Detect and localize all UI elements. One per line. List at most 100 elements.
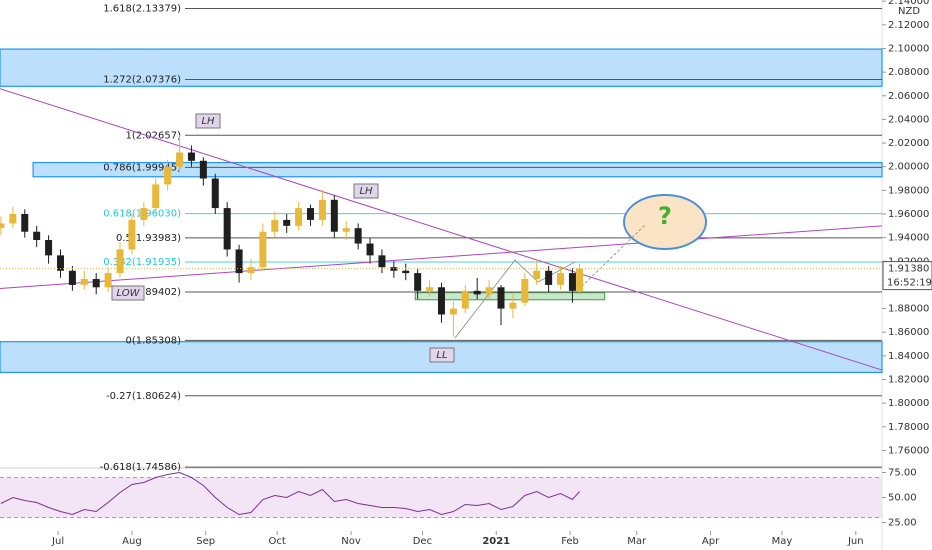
candle-body [461, 290, 469, 309]
candle-body [21, 213, 29, 232]
candle-body [152, 184, 160, 209]
candle-body [271, 219, 279, 232]
x-tick-label: May [772, 536, 793, 547]
candle-body [473, 290, 481, 295]
candle-body [140, 208, 148, 220]
annotation-box [353, 183, 379, 199]
candle-body [128, 219, 136, 250]
candle-body [176, 152, 184, 167]
rsi-line [0, 471, 580, 516]
candle-body [0, 223, 5, 229]
candle-body [164, 166, 172, 185]
candle-body [235, 249, 243, 274]
annotation-box [111, 285, 145, 301]
path-arrow [454, 259, 576, 339]
y-tick-label: 2.14000 [888, 0, 929, 7]
candle-body [485, 287, 493, 295]
annotation-box [195, 113, 221, 129]
y-tick-label: 2.06000 [888, 91, 929, 102]
y-tick-label: 2.12000 [888, 20, 929, 31]
candle-body [92, 279, 100, 288]
candle-body [56, 255, 64, 271]
fib-label: 0(1.85308) [125, 335, 181, 346]
candle-body [426, 287, 434, 291]
annotation: LL [436, 350, 447, 361]
y-tick-label: 1.80000 [888, 398, 929, 409]
candle-body [533, 270, 541, 280]
x-tick-label: Jun [847, 536, 864, 547]
rsi-band [0, 477, 882, 518]
candle-body [545, 270, 553, 285]
candle-body [211, 178, 219, 209]
candle-body [116, 249, 124, 274]
y-tick-label: 50.00 [888, 493, 917, 504]
y-tick-label: 1.98000 [888, 185, 929, 196]
candle-body [104, 273, 112, 288]
target-ellipse [623, 194, 707, 250]
annotation: LOW [116, 288, 140, 299]
candle-body [259, 231, 267, 268]
y-tick-label: 25.00 [888, 518, 917, 529]
candle-body [283, 219, 291, 226]
candle-body [354, 228, 362, 244]
candle-body [557, 273, 565, 285]
candle-body [223, 208, 231, 250]
fib-label: 1.618(2.13379) [103, 4, 181, 15]
candle-body [497, 287, 505, 309]
candle-body [33, 231, 41, 241]
y-tick-label: 2.10000 [888, 43, 929, 54]
candle-body [414, 273, 422, 291]
drawings [454, 194, 707, 339]
candle-body [318, 199, 326, 220]
candle-body [45, 240, 53, 256]
x-tick-label: Sep [196, 536, 215, 547]
fib-label: 0(1.89402) [125, 287, 181, 298]
trendline [0, 225, 883, 289]
x-tick-label: Aug [122, 536, 142, 547]
countdown-label: 16:52:19 [887, 278, 932, 289]
zone [414, 292, 606, 301]
annotation: ? [658, 202, 672, 230]
fib-label: 1(2.02657) [125, 130, 181, 141]
candle-body [449, 308, 457, 315]
x-tick-label: 2021 [482, 536, 510, 547]
projection-arrow [577, 224, 646, 291]
fib-label: 0.382(1.91935) [103, 257, 181, 268]
candle-body [187, 152, 195, 161]
candle-body [521, 279, 529, 303]
last-price-box [882, 261, 932, 291]
y-tick-label: 2.08000 [888, 67, 929, 78]
candle-body [295, 208, 303, 226]
candle-body [576, 268, 584, 291]
fib-label: 0.5(1.93983) [116, 233, 181, 244]
y-tick-label: 1.88000 [888, 304, 929, 315]
candle-body [199, 160, 207, 179]
candle-body [378, 255, 386, 268]
candle-body [68, 270, 76, 285]
y-tick-label: 1.96000 [888, 209, 929, 220]
candle-body [509, 302, 517, 309]
y-tick-label: 1.78000 [888, 422, 929, 433]
fib-label: 1.272(2.07376) [103, 74, 181, 85]
fib-label: -0.27(1.80624) [106, 391, 181, 402]
zone [0, 48, 883, 87]
x-tick-label: Mar [627, 536, 647, 547]
y-tick-label: 1.94000 [888, 233, 929, 244]
annotation: LH [201, 116, 215, 127]
candle-body [437, 287, 445, 315]
candle-body [80, 279, 88, 285]
x-tick-label: Oct [269, 536, 286, 547]
y-tick-label: 75.00 [888, 468, 917, 479]
x-tick-label: Nov [341, 536, 361, 547]
candle-body [9, 213, 17, 224]
x-tick-label: Feb [561, 536, 579, 547]
x-tick-label: Apr [702, 536, 720, 547]
y-tick-label: 2.02000 [888, 138, 929, 149]
last-price-label: 1.91380 [888, 264, 929, 275]
annotation-box [429, 347, 455, 363]
candle-body [342, 228, 350, 232]
candle-body [366, 243, 374, 256]
zone [32, 161, 883, 178]
candle-body [307, 208, 315, 220]
currency-label: NZD [898, 6, 920, 17]
